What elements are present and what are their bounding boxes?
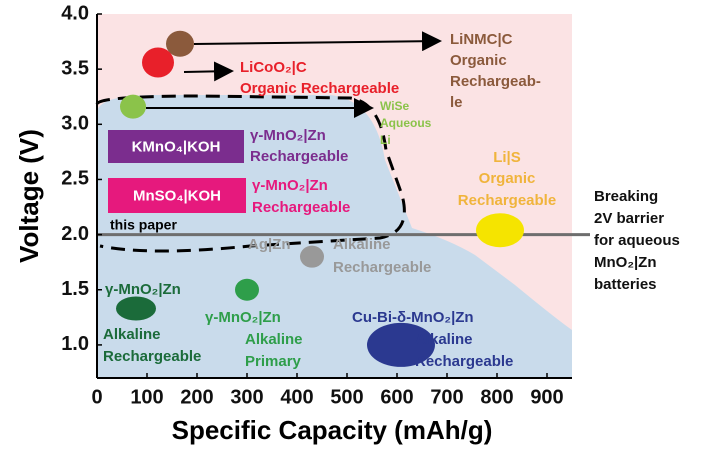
reference-label: for aqueous	[594, 232, 680, 249]
point-label: Rechargeab-	[450, 73, 541, 90]
y-tick-label: 2.5	[61, 168, 89, 190]
point-label: Rechargeable	[415, 353, 513, 370]
x-tick-label: 600	[380, 386, 413, 408]
box-note: Rechargeable	[252, 199, 350, 216]
aqueous-region	[97, 95, 572, 378]
x-tick-label: 900	[530, 386, 563, 408]
point-label: LiNMC|C	[450, 31, 513, 48]
point-label: Alkaline	[415, 331, 473, 348]
y-tick-label: 3.5	[61, 57, 89, 79]
point-label: Alkaline	[245, 331, 303, 348]
x-tick-label: 400	[280, 386, 313, 408]
reference-label: batteries	[594, 276, 657, 293]
this-paper-region	[95, 94, 406, 253]
point	[116, 296, 156, 321]
label-box	[108, 130, 244, 163]
point-label: γ-MnO₂|Zn	[105, 281, 181, 298]
point-label: Cu-Bi-δ-MnO₂|Zn	[352, 309, 474, 326]
x-tick-label: 200	[180, 386, 213, 408]
point-label: γ-MnO₂|Zn	[205, 309, 281, 326]
point	[166, 30, 194, 57]
point-label: Organic Rechargeable	[240, 80, 399, 97]
box-label: KMnO₄|KOH	[132, 138, 221, 155]
x-tick-label: 0	[91, 386, 102, 408]
point-label: le	[450, 94, 463, 111]
x-tick-label: 500	[330, 386, 363, 408]
box-note: γ-MnO₂|Zn	[252, 177, 328, 194]
x-axis-label: Specific Capacity (mAh/g)	[172, 415, 493, 445]
region-label: this paper	[110, 217, 177, 233]
point-label: Ag|Zn	[248, 236, 291, 253]
y-tick-label: 3.0	[61, 113, 89, 135]
point	[476, 213, 524, 248]
x-tick-label: 800	[480, 386, 513, 408]
point-label: Rechargeable	[333, 259, 431, 276]
point-label: WiSe	[380, 99, 410, 113]
point	[367, 322, 435, 367]
point-label: Li	[380, 133, 391, 147]
point-label: Aqueous	[380, 116, 432, 130]
box-note: Rechargeable	[250, 148, 348, 165]
y-tick-label: 1.0	[61, 333, 89, 355]
point-label: Alkaline	[103, 326, 161, 343]
point-label: Alkaline	[333, 236, 391, 253]
arrow	[193, 31, 442, 52]
arrow	[183, 61, 234, 82]
point	[120, 94, 146, 119]
y-tick-label: 4.0	[61, 2, 89, 24]
x-tick-label: 300	[230, 386, 263, 408]
x-tick-label: 700	[430, 386, 463, 408]
reference-label: 2V barrier	[594, 210, 664, 227]
point	[300, 245, 324, 268]
label-box	[108, 178, 246, 213]
point	[235, 278, 259, 301]
y-tick-label: 1.5	[61, 278, 89, 300]
point-label: Rechargeable	[458, 192, 556, 209]
box-note: γ-MnO₂|Zn	[250, 127, 326, 144]
point-label: Organic	[479, 170, 536, 187]
reference-label: Breaking	[594, 188, 658, 205]
point-label: Li|S	[493, 149, 521, 166]
x-tick-label: 100	[130, 386, 163, 408]
point-label: Primary	[245, 353, 302, 370]
point	[142, 47, 174, 78]
reference-label: MnO₂|Zn	[594, 254, 657, 271]
point-label: LiCoO₂|C	[240, 59, 307, 76]
point-label: Rechargeable	[103, 348, 201, 365]
point-label: Organic	[450, 52, 507, 69]
y-axis-label: Voltage (V)	[14, 129, 44, 263]
box-label: MnSO₄|KOH	[133, 187, 221, 204]
y-tick-label: 2.0	[61, 223, 89, 245]
